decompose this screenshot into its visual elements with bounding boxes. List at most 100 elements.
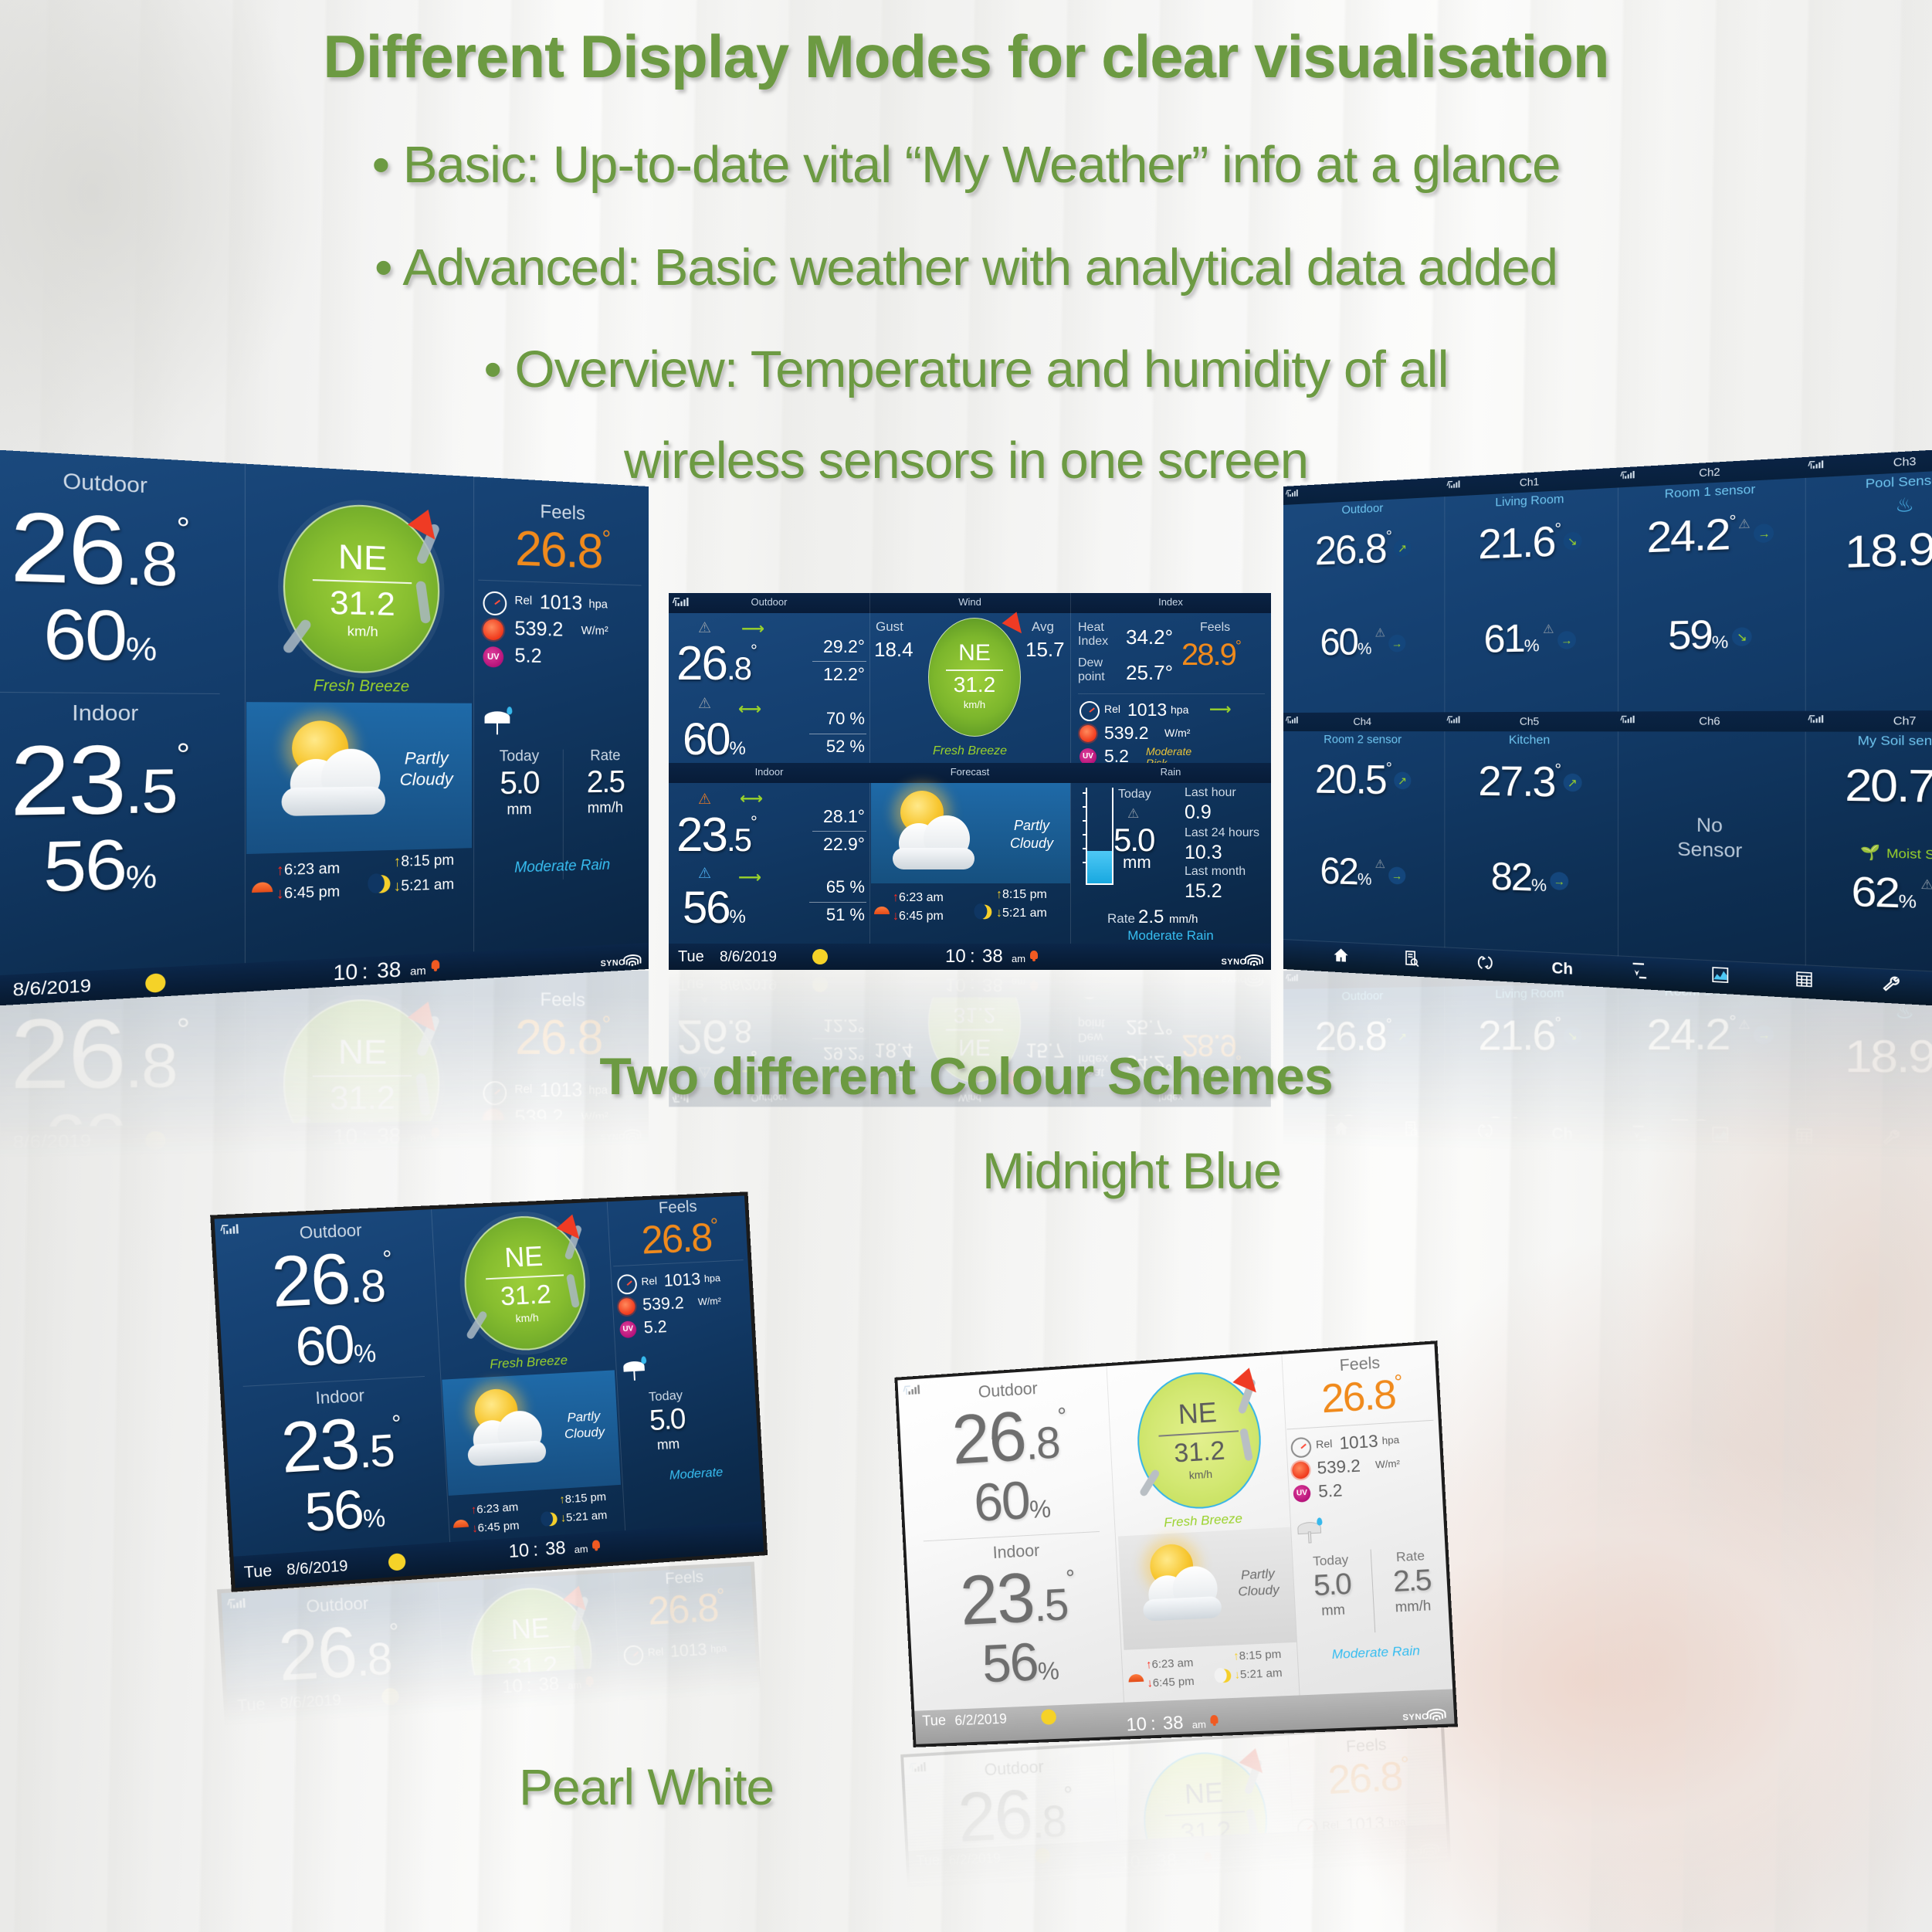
adv-sunrise-time: 6:23 am — [899, 891, 944, 904]
adv-solar-unit: W/m² — [1164, 727, 1191, 739]
bullet-basic: • Basic: Up-to-date vital “My Weather” i… — [371, 136, 1561, 194]
pearl-wifi-icon — [1426, 1708, 1446, 1720]
adv-indoor-temp-int: 23 — [676, 808, 728, 862]
nav-chart-icon[interactable] — [1710, 965, 1730, 990]
adv-outdoor-temp-hi: 29.2° — [823, 636, 865, 656]
nav-calendar-icon[interactable] — [1794, 969, 1814, 995]
pearl-status-date: 6/2/2019 — [954, 1710, 1008, 1729]
adv-rain-description: Moderate Rain — [1127, 928, 1214, 943]
pearl-feels-degree: ° — [1393, 1370, 1402, 1395]
wind-description: Fresh Breeze — [313, 677, 410, 696]
nav-channel-icon[interactable]: Ch — [1551, 960, 1573, 979]
display-basic-mode[interactable]: Outdoor 26.8° 60% Indoor 23.5° 56% NE 31… — [0, 446, 649, 1009]
pearl-sunrise-time: 6:23 am — [1151, 1656, 1194, 1672]
mid-sun-moon-times: ↑6:23 am ↓6:45 pm ↑8:15 pm ↓5:21 am — [452, 1490, 621, 1535]
pearl-moon-phase-icon[interactable] — [1040, 1709, 1057, 1725]
mid-sunset-time: 6:45 pm — [477, 1519, 520, 1535]
adv-moon-icon — [974, 903, 992, 920]
moonset-arrow-icon: ↓ — [393, 877, 402, 895]
outdoor-temp-int: 26 — [9, 491, 125, 605]
adv-rain-rate-value: 2.5 — [1138, 907, 1164, 927]
mid-alarm-bell-icon[interactable] — [592, 1540, 601, 1551]
pearl-sync-status[interactable]: SYNC — [1402, 1708, 1446, 1723]
nav-settings-wrench-icon[interactable] — [1880, 974, 1901, 999]
alarm-bell-icon[interactable] — [432, 960, 440, 971]
adv-sync-status[interactable]: SYNC — [1221, 954, 1263, 967]
signal-strength-icon — [1286, 715, 1306, 729]
display-midnight-blue[interactable]: Outdoor 26.8° 60% Indoor 23.5° 56% NE 31… — [210, 1191, 768, 1592]
mid-sunrise-time: 6:23 am — [476, 1500, 519, 1517]
sensor-cell-ch5[interactable]: Ch5 Kitchen 27.3°↗ 82% → — [1444, 711, 1619, 957]
sunrise-arrow-icon: ↑ — [276, 861, 284, 879]
rain-24h-value: 10.3 — [1185, 842, 1222, 863]
basic-screen: Outdoor 26.8° 60% Indoor 23.5° 56% NE 31… — [0, 446, 649, 1009]
nav-history-search-icon[interactable] — [1403, 950, 1420, 973]
heat-index-value: 34.2° — [1126, 625, 1174, 649]
adv-moonset-arrow-icon: ↓ — [996, 907, 1002, 920]
clock-separator: : — [361, 958, 368, 984]
heat-index-label-2: Index — [1078, 635, 1109, 649]
pearl-wind-direction: NE — [1177, 1395, 1218, 1431]
adv-pressure-value: 1013 — [1127, 700, 1168, 720]
adv-alarm-bell-icon[interactable] — [1030, 951, 1038, 961]
rain-alert-icon: ⚠ — [1127, 806, 1140, 821]
pressure-prefix: Rel — [514, 593, 533, 608]
adv-forecast-line1: Partly — [1013, 818, 1049, 833]
display-overview-mode[interactable]: Outdoor 26.8°↗ 60%⚠→ Ch1 Living Room 21.6°↘ 61… — [1283, 446, 1932, 1010]
sensor-hum-trend-icon: → — [1388, 866, 1406, 885]
moonrise-time: 8:15 pm — [401, 851, 455, 870]
adv-outdoor-degree: ° — [751, 641, 758, 660]
sync-status[interactable]: SYNC — [601, 954, 642, 968]
pressure-unit: hpa — [588, 597, 608, 612]
nav-sync-icon[interactable] — [1476, 954, 1494, 978]
forecast-panel: Partly Cloudy — [246, 702, 472, 855]
mid-moon-icon — [543, 1512, 558, 1527]
pearl-alarm-bell-icon[interactable] — [1210, 1715, 1219, 1726]
solar-value: 539.2 — [514, 617, 564, 641]
nav-home-icon[interactable] — [1333, 946, 1350, 969]
sensor-channel: Ch5 — [1519, 715, 1540, 727]
gust-label: Gust — [876, 619, 903, 634]
outdoor-humidity-unit: % — [125, 631, 158, 669]
adv-uv-icon: UV — [1080, 748, 1096, 765]
section-header-index: Index — [1070, 593, 1271, 613]
sensor-hum-alert-icon: ⚠ — [1374, 625, 1385, 640]
mid-outdoor-temp-dec: .8 — [347, 1260, 386, 1313]
sensor-hum-trend-icon: → — [1550, 871, 1569, 891]
sensor-hum-trend-icon: → — [1388, 634, 1406, 652]
nav-max-min-icon[interactable] — [1630, 961, 1649, 986]
sensor-cell-ch6[interactable]: Ch6 No Sensor — [1617, 710, 1806, 966]
pearl-moonrise-time: 8:15 pm — [1239, 1647, 1282, 1663]
outdoor-temp-dec: .8 — [124, 528, 177, 600]
rain-today-label: Today — [499, 747, 540, 765]
display-pearl-white[interactable]: Outdoor 26.8° 60% Indoor 23.5° 56% NE 31… — [894, 1341, 1458, 1747]
mid-moon-phase-icon[interactable] — [388, 1553, 406, 1571]
sensor-temp-trend-icon: ↗ — [1563, 773, 1582, 792]
sensor-humidity: 60%⚠→ — [1283, 619, 1444, 665]
display-advanced-mode[interactable]: Outdoor Wind Index ⚠ ⟶ 26.8° 29.2° 12.2°… — [669, 593, 1271, 970]
adv-moon-phase-icon[interactable] — [812, 949, 828, 964]
mid-pressure-prefix: Rel — [641, 1274, 658, 1288]
uv-index-icon: UV — [483, 646, 504, 668]
adv-indoor-temp-dec: .5 — [726, 822, 752, 858]
sensor-hum-alert-icon: ⚠ — [1374, 857, 1385, 872]
page-title: Different Display Modes for clear visual… — [323, 22, 1609, 90]
sensor-cell-ch4[interactable]: Ch4 Room 2 sensor 20.5°↗ 62%⚠→ — [1283, 712, 1446, 948]
moon-phase-icon[interactable] — [145, 973, 166, 994]
pearl-outdoor-degree: ° — [1056, 1403, 1066, 1429]
outdoor-hum-trend-icon: ⟷ — [738, 700, 762, 718]
pearl-indoor-hum-unit: % — [1037, 1656, 1060, 1686]
outdoor-temp-alert-icon: ⚠ — [698, 620, 712, 636]
adv-indoor-degree: ° — [751, 812, 758, 832]
sensor-temp-alert-icon: ⚠ — [1737, 517, 1751, 532]
indoor-hum-alert-icon: ⚠ — [698, 866, 712, 882]
pearl-rain-rate-value: 2.5 — [1392, 1564, 1432, 1599]
adv-clock-minute: 38 — [982, 946, 1003, 967]
colour-schemes-heading: Two different Colour Schemes — [599, 1047, 1333, 1106]
adv-wind-direction: NE — [958, 640, 991, 666]
pearl-indoor-temp-int: 23 — [958, 1558, 1035, 1640]
